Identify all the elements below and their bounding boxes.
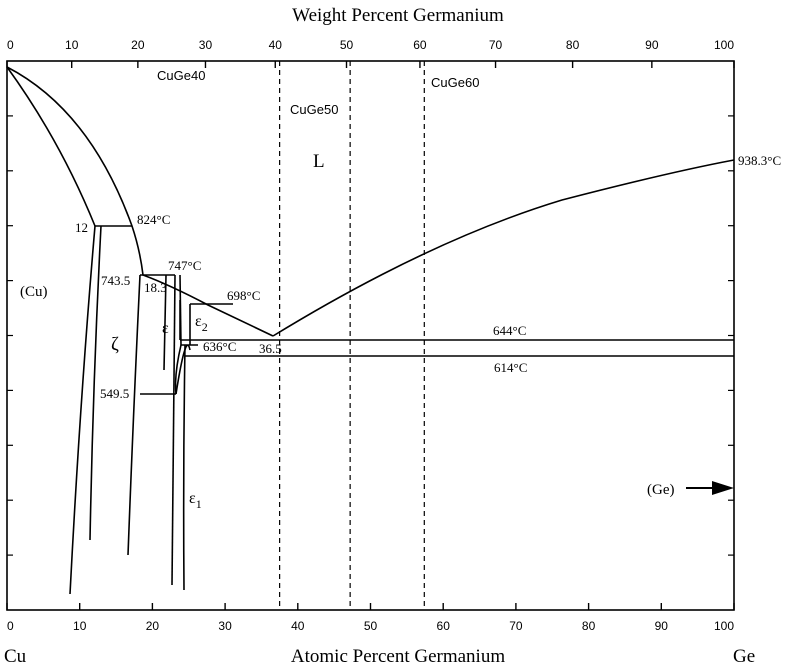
liquidus-cu-side: [6, 66, 96, 227]
epsilon2-subscript: 2: [202, 320, 208, 334]
top-tick-label-30: 30: [199, 38, 213, 52]
phase-liquid: L: [313, 151, 325, 172]
cuge40-label: CuGe40: [157, 68, 205, 83]
phase-zeta: ζ: [111, 334, 119, 355]
top-ticks: 0 10 20 30 40 50 60 70 80 90 100: [6, 38, 735, 68]
top-tick-label-0: 0: [7, 38, 14, 52]
zeta-right: [163, 274, 167, 371]
bottom-tick-label-20: 20: [146, 619, 160, 633]
bottom-tick-label-50: 50: [364, 619, 378, 633]
label-12: 12: [75, 220, 88, 235]
top-tick-label-50: 50: [340, 38, 354, 52]
top-tick-label-80: 80: [566, 38, 580, 52]
top-tick-label-10: 10: [65, 38, 79, 52]
epsilon1-subscript: 1: [196, 497, 202, 511]
liquidus-ge-side: [272, 159, 735, 337]
label-9383: 938.3°C: [738, 153, 781, 168]
phase-boundaries: [6, 66, 735, 595]
phase-epsilon1: ε1: [189, 490, 202, 511]
side-ticks: [7, 115, 734, 556]
cuge50-label: CuGe50: [290, 102, 338, 117]
top-tick-label-20: 20: [131, 38, 145, 52]
bottom-tick-label-90: 90: [655, 619, 669, 633]
epsilon1-dome: [175, 344, 191, 395]
label-644: 644°C: [493, 323, 526, 338]
label-614: 614°C: [494, 360, 527, 375]
label-183: 18.3: [144, 280, 167, 295]
isotherms: [95, 225, 734, 395]
annotations: 824°C 12 747°C 743.5 18.3 698°C 36.5 644…: [20, 153, 781, 498]
epsilon1-base: ε: [189, 490, 196, 507]
cu-solidus: [89, 225, 102, 541]
label-747: 747°C: [168, 258, 201, 273]
ge-arrow-head: [712, 481, 734, 495]
top-tick-label-60: 60: [413, 38, 427, 52]
top-tick-label-70: 70: [489, 38, 503, 52]
bottom-tick-label-40: 40: [291, 619, 305, 633]
bottom-tick-label-100: 100: [714, 619, 734, 633]
bottom-tick-label-80: 80: [582, 619, 596, 633]
label-7435: 743.5: [101, 273, 130, 288]
label-365: 36.5: [259, 341, 282, 356]
top-tick-label-90: 90: [645, 38, 659, 52]
zeta-left: [127, 274, 141, 556]
label-698: 698°C: [227, 288, 260, 303]
cu-axis-label: Cu: [4, 646, 27, 667]
cu-solvus: [69, 225, 96, 595]
epsilon-left: [171, 274, 176, 586]
bottom-tick-label-70: 70: [509, 619, 523, 633]
top-axis-title: Weight Percent Germanium: [292, 5, 504, 26]
top-tick-label-100: 100: [714, 38, 734, 52]
ge-arrow: [686, 481, 734, 495]
phase-labels: L ζ ε ε2 ε1: [111, 151, 325, 511]
label-5495: 549.5: [100, 386, 129, 401]
bottom-ticks: 0 10 20 30 40 50 60 70 80 90 100: [6, 603, 735, 633]
ge-axis-label: Ge: [733, 646, 755, 667]
label-636: 636°C: [203, 339, 236, 354]
bottom-axis-title: Atomic Percent Germanium: [291, 646, 505, 667]
bottom-tick-label-0: 0: [7, 619, 14, 633]
epsilon1-right: [182, 344, 186, 591]
phase-cu: (Cu): [20, 284, 48, 300]
liquidus-upper: [6, 66, 274, 337]
top-tick-label-40: 40: [269, 38, 283, 52]
bottom-tick-label-30: 30: [218, 619, 232, 633]
epsilon2-base: ε: [195, 313, 202, 330]
cuge60-label: CuGe60: [431, 75, 479, 90]
phase-epsilon: ε: [162, 320, 169, 337]
phase-ge: (Ge): [647, 482, 674, 498]
phase-epsilon2: ε2: [195, 313, 208, 334]
bottom-tick-label-60: 60: [437, 619, 451, 633]
label-824: 824°C: [137, 212, 170, 227]
bottom-tick-label-10: 10: [73, 619, 87, 633]
